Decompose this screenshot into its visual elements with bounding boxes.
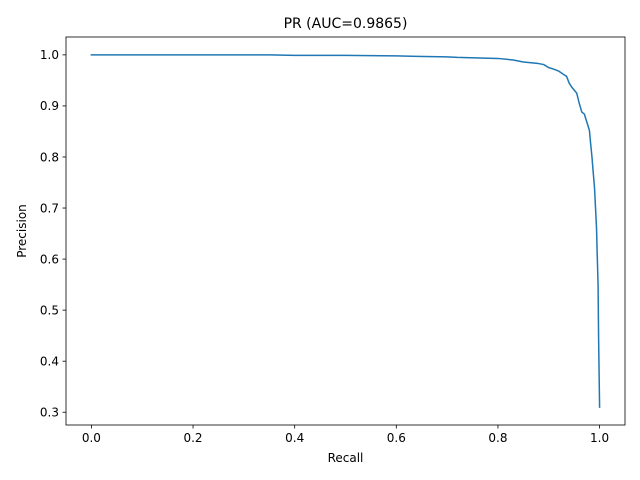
- y-tick-label: 0.9: [40, 99, 59, 113]
- plot-frame: [65, 36, 626, 426]
- y-tick-label: 0.5: [40, 303, 59, 317]
- y-tick-label: 0.7: [40, 201, 59, 215]
- y-axis-title: Precision: [15, 204, 29, 258]
- y-tick-label: 1.0: [40, 48, 59, 62]
- x-tick-label: 0.8: [488, 431, 507, 445]
- x-tick-label: 0.6: [387, 431, 406, 445]
- series-layer: [90, 54, 601, 408]
- pr-curve-line: [90, 54, 601, 408]
- y-tick-label: 0.4: [40, 354, 59, 368]
- plot-area: 0.0 0.2 0.4 0.6 0.8 1.0 0.3 0.4 0.5 0.6 0.7 0.8 0.9…: [40, 36, 626, 445]
- x-tick-label: 0.2: [183, 431, 202, 445]
- y-tick-label: 0.6: [40, 252, 59, 266]
- x-axis-title: Recall: [328, 451, 364, 465]
- y-tick-label: 0.8: [40, 150, 59, 164]
- y-tick-label: 0.3: [40, 406, 59, 420]
- x-tick-label: 0.0: [82, 431, 101, 445]
- x-axis: 0.0 0.2 0.4 0.6 0.8 1.0: [82, 425, 609, 445]
- chart-title: PR (AUC=0.9865): [284, 16, 408, 32]
- x-tick-label: 1.0: [590, 431, 609, 445]
- x-tick-label: 0.4: [285, 431, 304, 445]
- y-axis: 0.3 0.4 0.5 0.6 0.7 0.8 0.9 1.0: [40, 48, 66, 420]
